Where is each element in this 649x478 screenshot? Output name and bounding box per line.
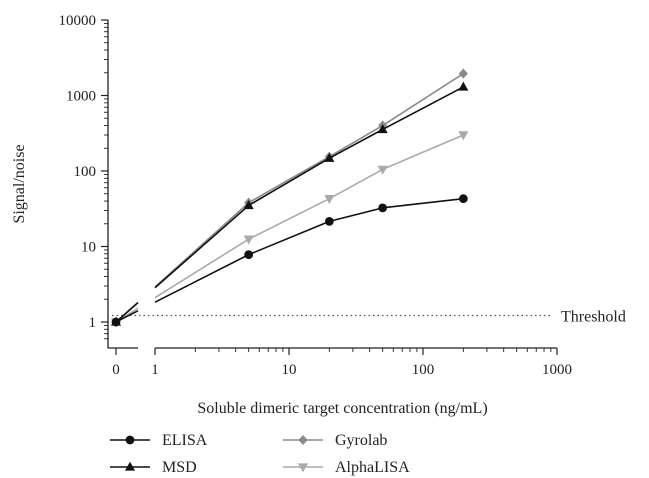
x-tick-label: 100 [412,362,435,378]
series-line-segment [328,124,384,158]
data-point-alphalisa [324,194,335,204]
y-tick-label: 10 [81,240,96,256]
series-line-segment [115,302,139,323]
x-tick-label: 1 [151,362,159,378]
series-line-segment [154,253,250,303]
threshold-line-group: Threshold [112,308,626,325]
x-tick-label: 10 [282,362,297,378]
data-point-alphalisa [243,235,254,245]
series-gyrolab [111,68,468,328]
series-layer [110,68,469,328]
legend-marker [297,463,309,473]
series-line-segment [328,128,384,159]
series-line-segment [248,197,330,240]
threshold-label: Threshold [561,308,626,325]
series-line-segment [382,197,464,209]
series-line-segment [154,204,250,289]
legend-label: AlphaLISA [335,459,410,476]
series-elisa [111,194,468,327]
legend-marker [125,435,135,445]
data-point-msd [377,124,388,134]
data-point-gyrolab [458,68,468,79]
series-line-segment [154,202,250,288]
data-point-elisa [378,203,388,213]
legend-label: ELISA [162,432,208,449]
series-line-segment [328,168,384,200]
y-tick-label: 10000 [59,13,97,29]
series-line-segment [329,207,383,223]
y-tick-label: 1 [89,315,97,331]
series-line-segment [248,155,330,204]
y-tick-label: 100 [74,164,97,180]
legend-label: Gyrolab [335,432,387,449]
legend-item-elisa: ELISA [110,432,208,449]
data-point-elisa [244,250,254,260]
x-axis-label: Soluble dimeric target concentration (ng… [197,400,487,417]
x-tick-label: 1000 [542,362,572,378]
data-point-msd [458,81,469,91]
data-point-msd [324,152,335,162]
data-point-msd [243,200,254,210]
series-line-segment [248,220,330,256]
series-line-segment [248,157,330,207]
series-msd [110,81,469,326]
legend-item-gyrolab: Gyrolab [283,432,387,449]
data-point-elisa [458,194,468,204]
x-tick-label: 0 [112,362,120,378]
series-line-segment [382,134,464,171]
legend-marker [298,434,308,446]
legend-marker [124,461,136,471]
series-line-segment [382,86,464,131]
data-point-elisa [324,217,334,226]
data-point-alphalisa [377,165,388,175]
legend-item-msd: MSD [110,459,197,476]
tick-labels: 1 10 100 1000 10000 0 1 10 100 1000 [59,13,573,378]
series-line-segment [154,238,250,299]
legend-label: MSD [162,459,197,476]
legend-item-alphalisa: AlphaLISA [283,459,410,476]
y-tick-label: 1000 [66,89,96,105]
data-point-msd [110,316,122,326]
data-point-alphalisa [458,131,469,141]
y-axis-label: Signal/noise [11,144,28,223]
axes [101,19,558,355]
series-line-segment [382,72,464,127]
legend: ELISA MSD Gyrolab AlphaLISA [110,432,410,476]
